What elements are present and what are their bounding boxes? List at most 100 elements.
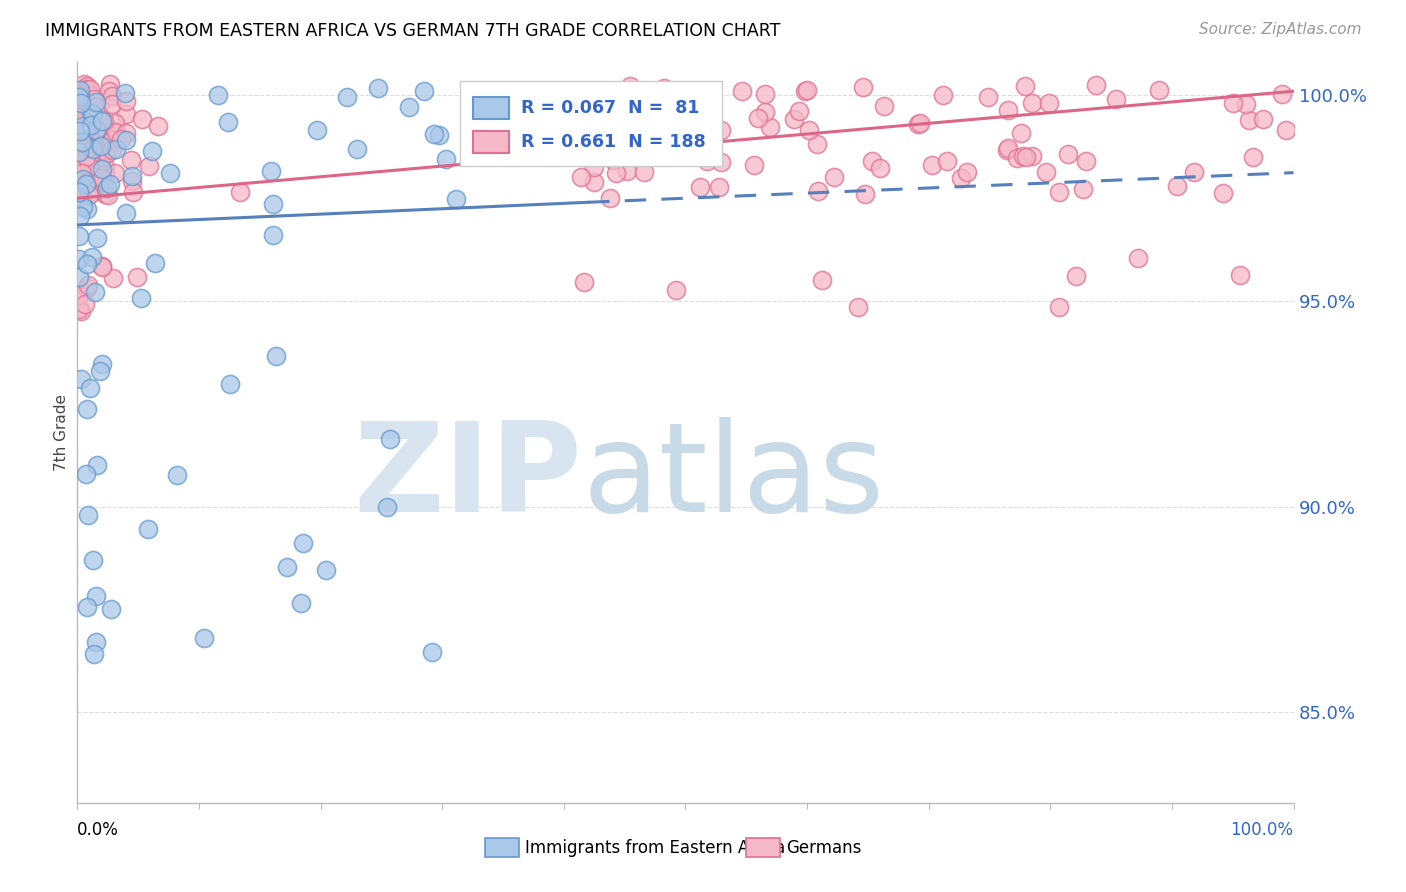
Point bbox=[72, 119, 94, 133]
Bar bbox=[747, 838, 780, 857]
Point bbox=[75, 82, 97, 96]
Text: 0.0%: 0.0% bbox=[77, 822, 120, 839]
Point bbox=[1014, 78, 1036, 93]
Point bbox=[77, 187, 100, 202]
Point bbox=[101, 143, 124, 157]
Point bbox=[141, 144, 163, 158]
Point bbox=[69, 99, 91, 113]
Point bbox=[290, 596, 312, 610]
Point bbox=[110, 132, 132, 146]
Point bbox=[93, 174, 115, 188]
Point bbox=[72, 200, 94, 214]
Point bbox=[806, 136, 828, 151]
Point bbox=[77, 159, 100, 173]
Point bbox=[616, 163, 638, 178]
Point bbox=[619, 79, 641, 94]
Point bbox=[921, 158, 943, 172]
Point bbox=[742, 158, 765, 172]
Point bbox=[582, 161, 605, 175]
Point bbox=[75, 121, 97, 136]
Point bbox=[82, 136, 104, 150]
Point bbox=[69, 121, 91, 136]
Point bbox=[1126, 252, 1149, 266]
Point bbox=[799, 123, 821, 137]
Point bbox=[67, 90, 90, 104]
Point bbox=[69, 83, 91, 97]
Point bbox=[699, 99, 721, 113]
Point bbox=[783, 112, 806, 127]
Text: Source: ZipAtlas.com: Source: ZipAtlas.com bbox=[1198, 22, 1361, 37]
Point bbox=[315, 563, 337, 577]
Point bbox=[378, 433, 401, 447]
Point bbox=[219, 376, 242, 391]
Point bbox=[949, 171, 972, 186]
Point bbox=[129, 291, 152, 305]
Point bbox=[1038, 95, 1060, 110]
Point bbox=[1064, 268, 1087, 283]
Point bbox=[1021, 148, 1043, 162]
Point bbox=[620, 128, 643, 142]
Point bbox=[115, 126, 138, 140]
Point bbox=[79, 151, 101, 165]
Point bbox=[138, 159, 160, 173]
Point bbox=[665, 283, 688, 297]
Point bbox=[87, 137, 110, 152]
Point bbox=[412, 84, 434, 98]
Point bbox=[69, 88, 91, 103]
Point bbox=[82, 142, 104, 156]
Point bbox=[569, 169, 592, 184]
Point bbox=[73, 115, 96, 129]
Y-axis label: 7th Grade: 7th Grade bbox=[53, 394, 69, 471]
Point bbox=[72, 143, 94, 157]
Point bbox=[422, 645, 444, 659]
Point bbox=[77, 508, 100, 522]
Point bbox=[956, 165, 979, 179]
FancyBboxPatch shape bbox=[460, 81, 721, 166]
Point bbox=[79, 82, 101, 96]
Point bbox=[262, 227, 284, 242]
Point bbox=[96, 145, 118, 159]
Point bbox=[105, 142, 128, 156]
Point bbox=[103, 116, 125, 130]
Point bbox=[67, 252, 90, 266]
Point bbox=[67, 145, 90, 160]
Point bbox=[84, 635, 107, 649]
Point bbox=[93, 114, 115, 128]
Text: R = 0.067  N =  81: R = 0.067 N = 81 bbox=[522, 99, 700, 118]
Point bbox=[754, 104, 776, 119]
Point bbox=[1074, 153, 1097, 168]
Point bbox=[1212, 186, 1234, 200]
Point bbox=[810, 273, 832, 287]
Point bbox=[90, 95, 112, 109]
Point bbox=[82, 184, 104, 198]
Text: 100.0%: 100.0% bbox=[1230, 822, 1294, 839]
Point bbox=[446, 192, 468, 206]
Point bbox=[100, 602, 122, 616]
Point bbox=[932, 88, 955, 103]
Point bbox=[90, 177, 112, 191]
Point bbox=[69, 372, 91, 386]
Point bbox=[86, 95, 108, 110]
Point bbox=[266, 350, 288, 364]
Point bbox=[148, 120, 170, 134]
Point bbox=[76, 281, 98, 295]
Point bbox=[94, 161, 117, 175]
Point bbox=[70, 109, 93, 123]
Point bbox=[77, 277, 100, 292]
Point bbox=[75, 150, 97, 164]
Point bbox=[1147, 83, 1170, 97]
Point bbox=[76, 79, 98, 94]
Point bbox=[93, 167, 115, 181]
Point bbox=[86, 123, 108, 137]
Point bbox=[115, 206, 138, 220]
Point bbox=[76, 202, 98, 216]
Point bbox=[67, 229, 90, 244]
Point bbox=[67, 185, 90, 199]
Point bbox=[159, 166, 181, 180]
Point bbox=[647, 130, 669, 145]
Point bbox=[70, 98, 93, 112]
Point bbox=[77, 130, 100, 145]
Point bbox=[731, 84, 754, 98]
Point bbox=[94, 187, 117, 202]
Point bbox=[82, 553, 104, 567]
